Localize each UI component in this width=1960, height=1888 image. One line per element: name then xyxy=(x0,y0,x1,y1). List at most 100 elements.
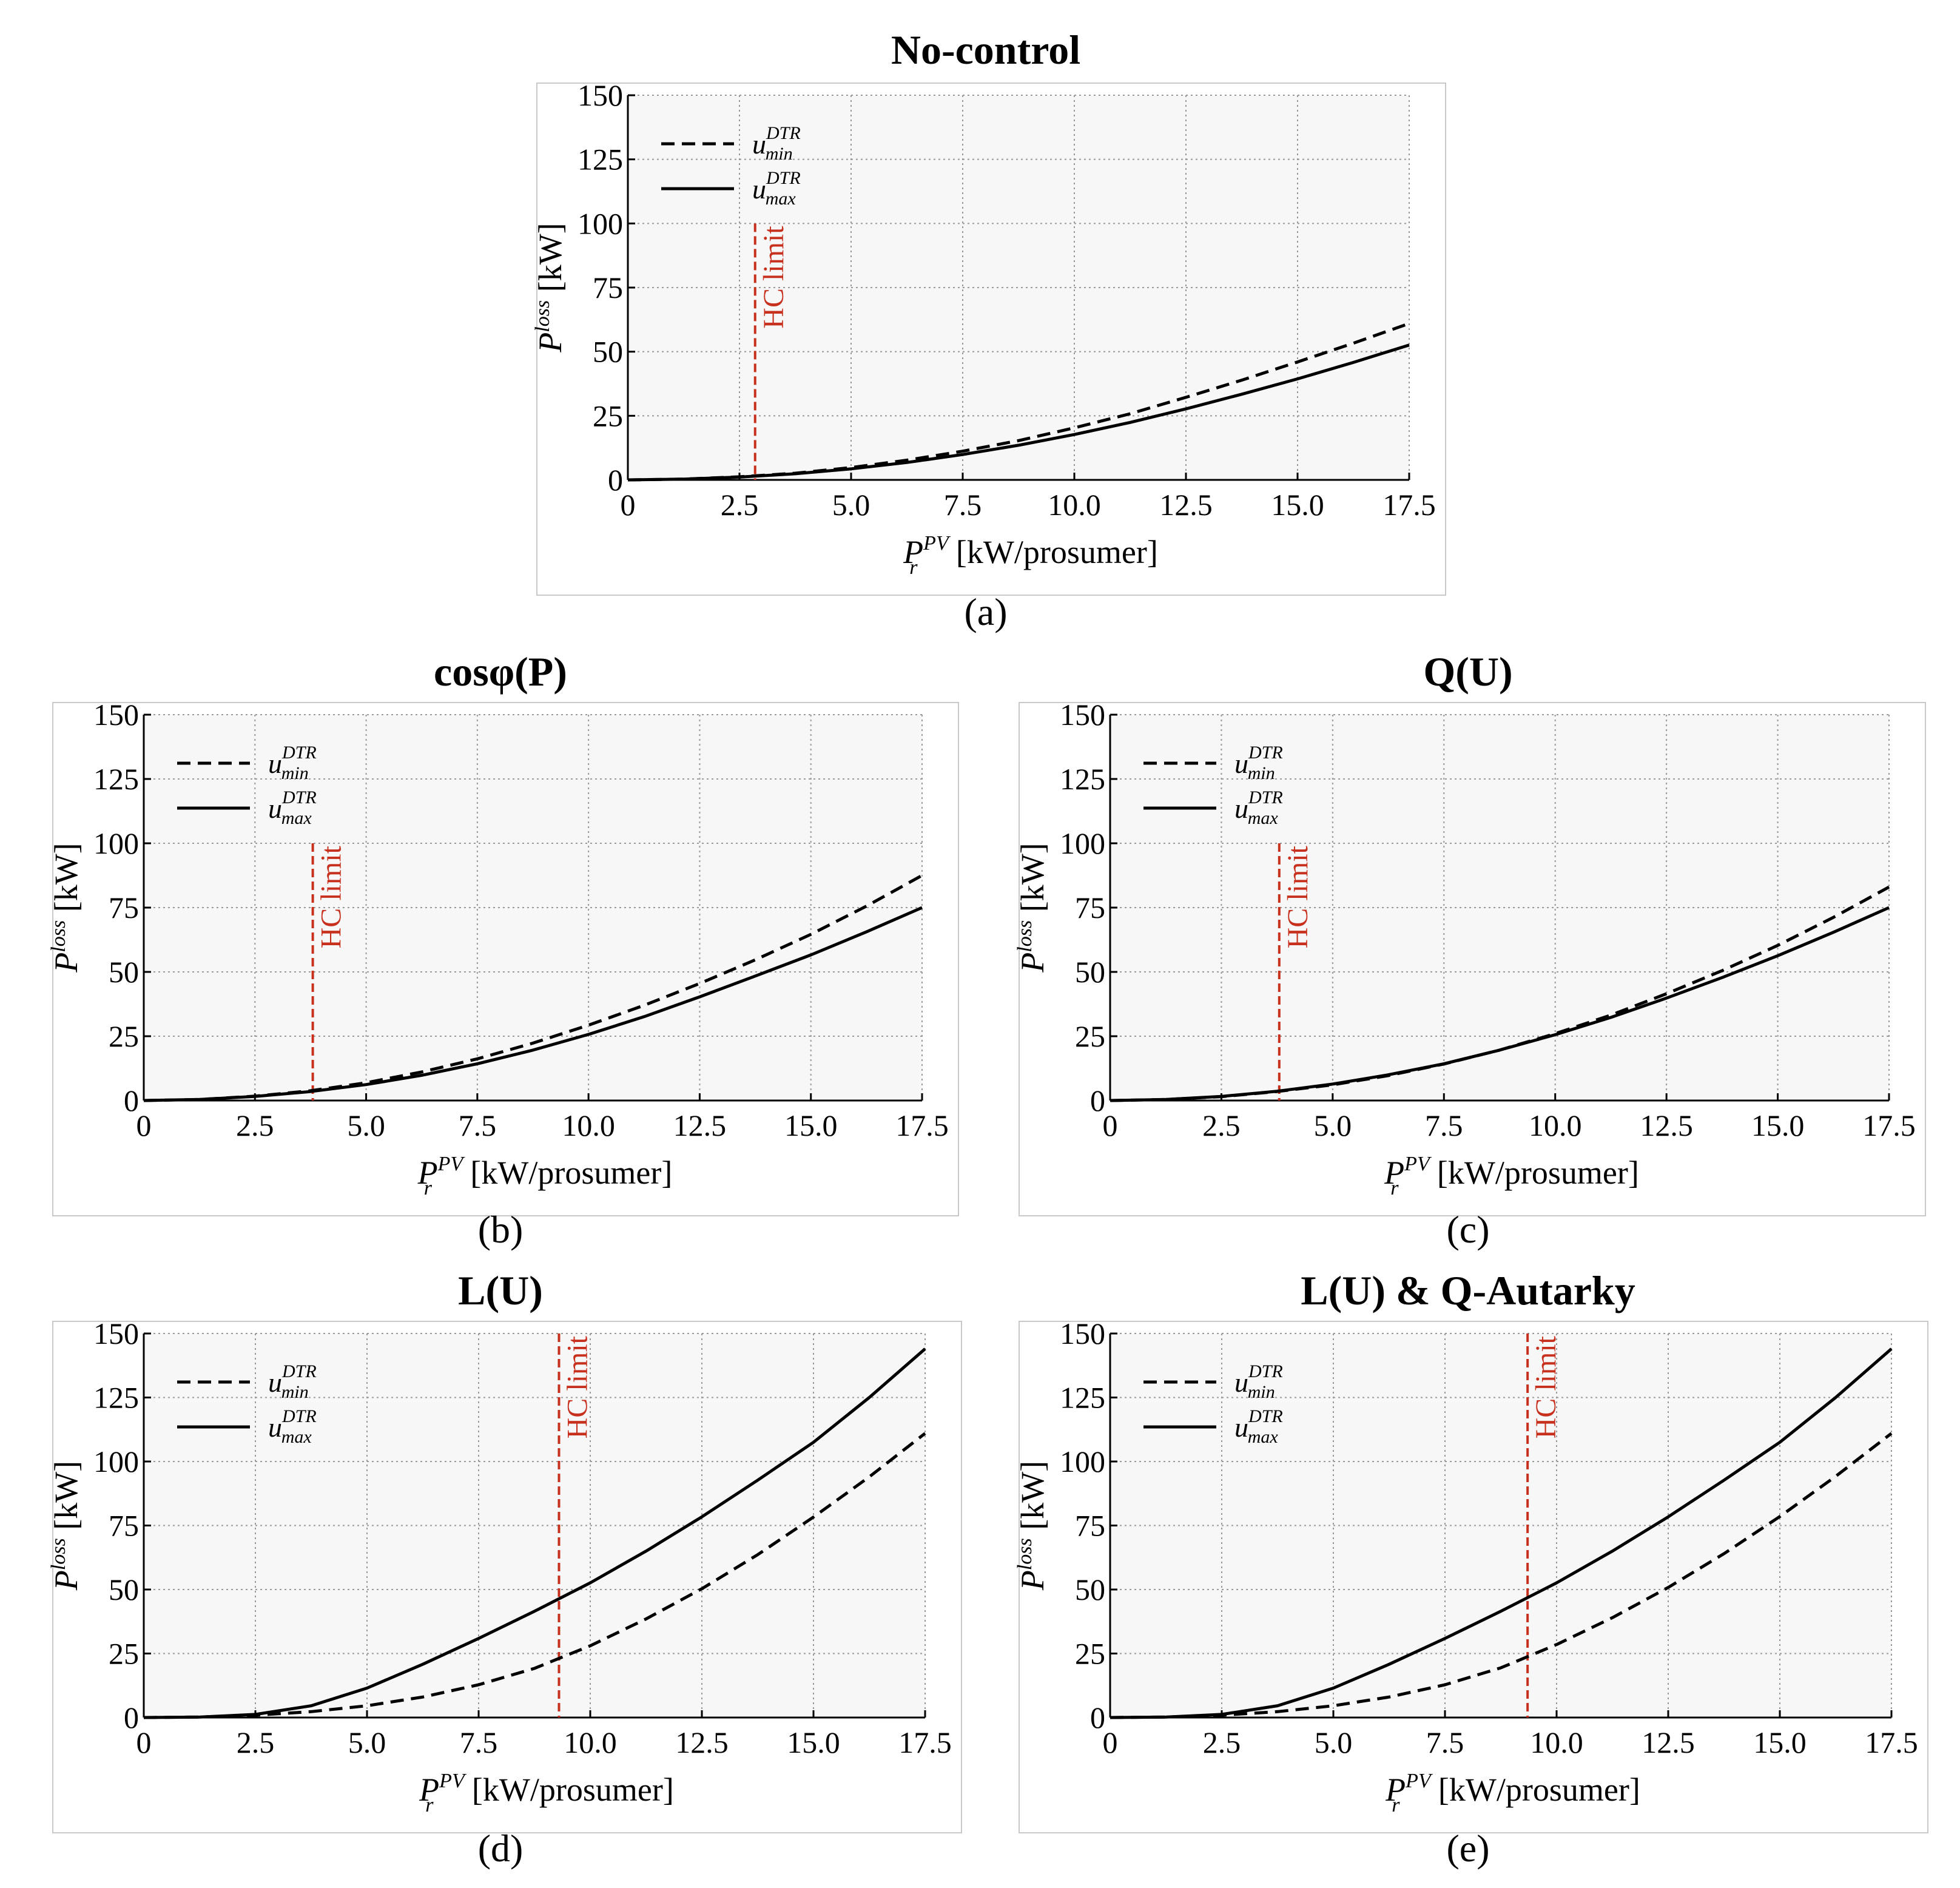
y-tick-label: 150 xyxy=(93,698,139,732)
legend-label: uDTR max xyxy=(268,1406,317,1447)
x-tick-label: 17.5 xyxy=(1862,1108,1916,1142)
x-tick-label: 7.5 xyxy=(1426,1725,1464,1759)
y-tick-label: 0 xyxy=(124,1084,139,1118)
chart-frame xyxy=(1019,702,1926,1216)
legend-label: uDTR min xyxy=(752,123,801,164)
y-tick-label: 50 xyxy=(109,955,139,989)
series-line-u-min xyxy=(1110,1432,1893,1719)
x-axis-label: PPV r [kW/prosumer] xyxy=(1384,1153,1639,1199)
hc-limit-label: HC limit xyxy=(1530,1335,1562,1438)
chart-frame xyxy=(52,702,959,1216)
legend-label: uDTR max xyxy=(1234,787,1283,828)
y-tick-label: 150 xyxy=(1060,698,1105,732)
x-tick-label: 2.5 xyxy=(721,488,759,522)
x-tick-label: 17.5 xyxy=(898,1725,952,1759)
x-tick-label: 0 xyxy=(136,1108,152,1142)
x-tick-label: 10.0 xyxy=(1530,1725,1583,1759)
y-tick-label: 100 xyxy=(1060,826,1105,860)
x-tick-label: 15.0 xyxy=(1751,1108,1805,1142)
y-axis-label: Ploss [kW] xyxy=(47,843,84,973)
chart-title: cosφ(P) xyxy=(434,649,567,695)
x-tick-label: 7.5 xyxy=(1425,1108,1463,1142)
x-tick-label: 7.5 xyxy=(459,1108,497,1142)
y-tick-label: 50 xyxy=(1075,955,1105,989)
legend-label: uDTR max xyxy=(752,168,801,209)
x-tick-label: 17.5 xyxy=(1382,488,1436,522)
y-tick-label: 25 xyxy=(1075,1019,1105,1053)
x-axis-label: PPV r [kW/prosumer] xyxy=(419,1770,674,1816)
hc-limit-label: HC limit xyxy=(561,1335,593,1438)
y-tick-label: 50 xyxy=(593,335,623,369)
x-tick-label: 12.5 xyxy=(1159,488,1213,522)
y-tick-label: 150 xyxy=(578,78,623,112)
chart-panel-c: 0 2.5 5.0 7.5 10.0 12.5 15.0 17.5 0 25 50 75 100 125 1… xyxy=(1014,649,1926,1251)
x-tick-label: 17.5 xyxy=(895,1108,949,1142)
x-tick-label: 2.5 xyxy=(237,1725,275,1759)
y-tick-label: 25 xyxy=(593,399,623,433)
y-tick-label: 75 xyxy=(109,891,139,925)
series-line-u-max xyxy=(627,343,1410,482)
y-tick-label: 150 xyxy=(1060,1317,1105,1350)
chart-title: No-control xyxy=(891,27,1080,73)
hc-limit-label: HC limit xyxy=(315,845,348,948)
x-tick-label: 5.0 xyxy=(348,1725,386,1759)
x-tick-label: 12.5 xyxy=(1640,1108,1693,1142)
chart-panel-b: 0 2.5 5.0 7.5 10.0 12.5 15.0 17.5 0 25 50 75 100 125 1… xyxy=(47,649,959,1251)
x-tick-label: 15.0 xyxy=(1271,488,1324,522)
chart-panel-e: 0 2.5 5.0 7.5 10.0 12.5 15.0 17.5 0 25 50 75 100 125 1… xyxy=(1014,1267,1928,1870)
x-axis-label: PPV r [kW/prosumer] xyxy=(903,532,1158,579)
x-tick-label: 12.5 xyxy=(673,1108,727,1142)
chart-panel-d: 0 2.5 5.0 7.5 10.0 12.5 15.0 17.5 0 25 50 75 100 125 1… xyxy=(47,1267,962,1870)
x-tick-label: 5.0 xyxy=(347,1108,385,1142)
legend-label: uDTR max xyxy=(1234,1406,1283,1447)
panel-label: (b) xyxy=(478,1208,524,1251)
chart-title: L(U) & Q-Autarky xyxy=(1301,1267,1635,1313)
legend-label: uDTR min xyxy=(1234,743,1283,783)
chart-frame xyxy=(536,83,1446,596)
y-axis-label: Ploss [kW] xyxy=(47,1461,84,1591)
x-tick-label: 12.5 xyxy=(1642,1725,1695,1759)
x-tick-label: 0 xyxy=(621,488,636,522)
x-tick-label: 0 xyxy=(136,1725,152,1759)
y-tick-label: 100 xyxy=(578,206,623,240)
x-tick-label: 5.0 xyxy=(1315,1725,1353,1759)
y-tick-label: 125 xyxy=(1060,1381,1105,1415)
legend-label: uDTR min xyxy=(268,743,317,783)
y-tick-label: 25 xyxy=(109,1637,139,1671)
panel-label: (a) xyxy=(964,590,1007,633)
y-tick-label: 0 xyxy=(608,463,623,497)
hc-limit-label: HC limit xyxy=(758,226,790,329)
x-tick-label: 7.5 xyxy=(460,1725,498,1759)
y-tick-label: 75 xyxy=(1075,1509,1105,1543)
x-tick-label: 10.0 xyxy=(1529,1108,1582,1142)
x-tick-label: 7.5 xyxy=(944,488,982,522)
x-tick-label: 2.5 xyxy=(1202,1108,1241,1142)
y-axis-label: Ploss [kW] xyxy=(1014,1461,1051,1591)
chart-title: Q(U) xyxy=(1423,649,1512,695)
y-tick-label: 125 xyxy=(578,143,623,177)
series-line-u-max xyxy=(1110,906,1890,1102)
x-tick-label: 5.0 xyxy=(832,488,871,522)
y-tick-label: 125 xyxy=(1060,762,1105,796)
x-tick-label: 15.0 xyxy=(1753,1725,1807,1759)
x-tick-label: 10.0 xyxy=(564,1725,617,1759)
series-line-u-max xyxy=(143,1347,926,1719)
y-tick-label: 100 xyxy=(1060,1445,1105,1478)
series-line-u-min xyxy=(143,1432,926,1719)
y-tick-label: 75 xyxy=(1075,891,1105,925)
y-axis-label: Ploss [kW] xyxy=(1014,843,1051,973)
x-axis-label: PPV r [kW/prosumer] xyxy=(417,1153,673,1199)
x-tick-label: 2.5 xyxy=(1203,1725,1241,1759)
x-tick-label: 17.5 xyxy=(1865,1725,1918,1759)
y-tick-label: 25 xyxy=(1075,1637,1105,1671)
y-tick-label: 125 xyxy=(93,1381,139,1415)
series-line-u-max xyxy=(1110,1347,1893,1719)
y-tick-label: 0 xyxy=(124,1701,139,1735)
chart-frame xyxy=(1019,1321,1928,1833)
x-tick-label: 10.0 xyxy=(1048,488,1101,522)
y-axis-label: Ploss [kW] xyxy=(531,223,568,352)
legend-label: uDTR min xyxy=(1234,1361,1283,1402)
hc-limit-label: HC limit xyxy=(1282,845,1314,948)
x-tick-label: 5.0 xyxy=(1314,1108,1352,1142)
